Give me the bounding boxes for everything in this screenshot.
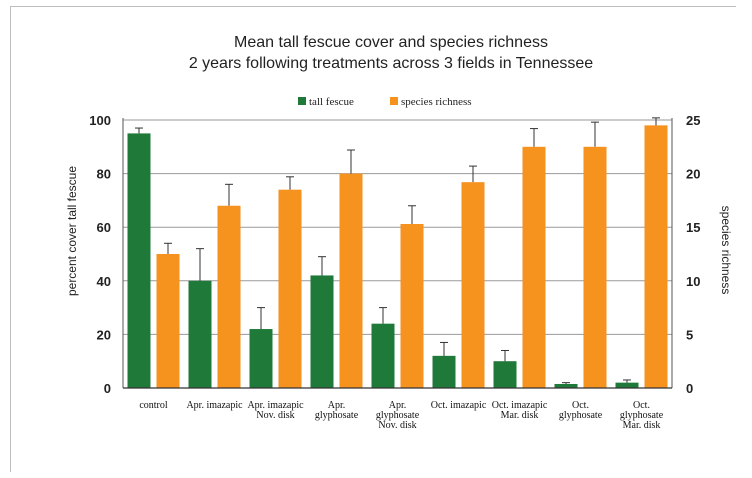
legend-swatch-species-richness (390, 97, 398, 105)
chart-subtitle: 2 years following treatments across 3 fi… (189, 55, 593, 72)
legend-label-species-richness: species richness (401, 96, 472, 108)
y2-tick-label: 10 (686, 274, 700, 289)
y2-tick-label: 5 (686, 327, 693, 342)
bar-tall-fescue (127, 133, 151, 388)
bar-tall-fescue (188, 280, 212, 388)
bar-tall-fescue (432, 355, 456, 388)
bar-tall-fescue (554, 383, 578, 388)
category-label: Apr. (389, 400, 407, 411)
bar-tall-fescue (615, 382, 639, 388)
category-label: Apr. (328, 400, 346, 411)
y-tick-label: 20 (97, 327, 111, 342)
y-tick-label: 100 (89, 113, 111, 128)
y2-tick-label: 25 (686, 113, 700, 128)
category-label: Nov. disk (256, 410, 294, 421)
chart-title: Mean tall fescue cover and species richn… (234, 34, 548, 51)
y2-tick-label: 0 (686, 381, 693, 396)
bar-tall-fescue (249, 329, 273, 388)
y2-tick-label: 20 (686, 167, 700, 182)
y-tick-label: 60 (97, 220, 111, 235)
bar-tall-fescue (493, 361, 517, 388)
bar-species-richness (217, 205, 241, 388)
bar-species-richness (156, 254, 180, 388)
bar-species-richness (644, 125, 668, 389)
y-tick-label: 0 (104, 381, 111, 396)
category-label: Oct. (633, 400, 650, 411)
y-axis-label: percent cover tall fescue (65, 166, 79, 296)
bar-tall-fescue (310, 275, 334, 388)
bar-tall-fescue (371, 323, 395, 388)
y-tick-label: 80 (97, 167, 111, 182)
category-label: Mar. disk (501, 410, 539, 421)
category-label: Oct. imazapic (431, 400, 487, 411)
bar-species-richness (522, 146, 546, 388)
category-label: glyphosate (559, 410, 603, 421)
category-label: control (139, 400, 168, 411)
category-label: glyphosate (315, 410, 359, 421)
bar-species-richness (278, 189, 302, 388)
category-label: Mar. disk (623, 420, 661, 431)
category-label: glyphosate (376, 410, 420, 421)
figure-frame (10, 6, 736, 472)
plot-area: 0 20 40 60 80 100 0 5 10 15 20 25 control Apr. imazap… (89, 96, 700, 431)
category-label: Apr. imazapic (186, 400, 243, 411)
bar-species-richness (583, 146, 607, 388)
bar-species-richness (400, 223, 424, 388)
legend-swatch-tall-fescue (298, 97, 306, 105)
legend-label-tall-fescue: tall fescue (309, 96, 354, 108)
category-label: Oct. imazapic (492, 400, 548, 411)
bar-species-richness (339, 173, 363, 388)
y2-tick-label: 15 (686, 220, 700, 235)
category-label: glyphosate (620, 410, 664, 421)
bar-species-richness (461, 182, 485, 388)
category-label: Nov. disk (378, 420, 416, 431)
y-tick-label: 40 (97, 274, 111, 289)
y2-axis-label: species richness (719, 206, 733, 295)
category-label: Oct. (572, 400, 589, 411)
category-label: Apr. imazapic (247, 400, 304, 411)
